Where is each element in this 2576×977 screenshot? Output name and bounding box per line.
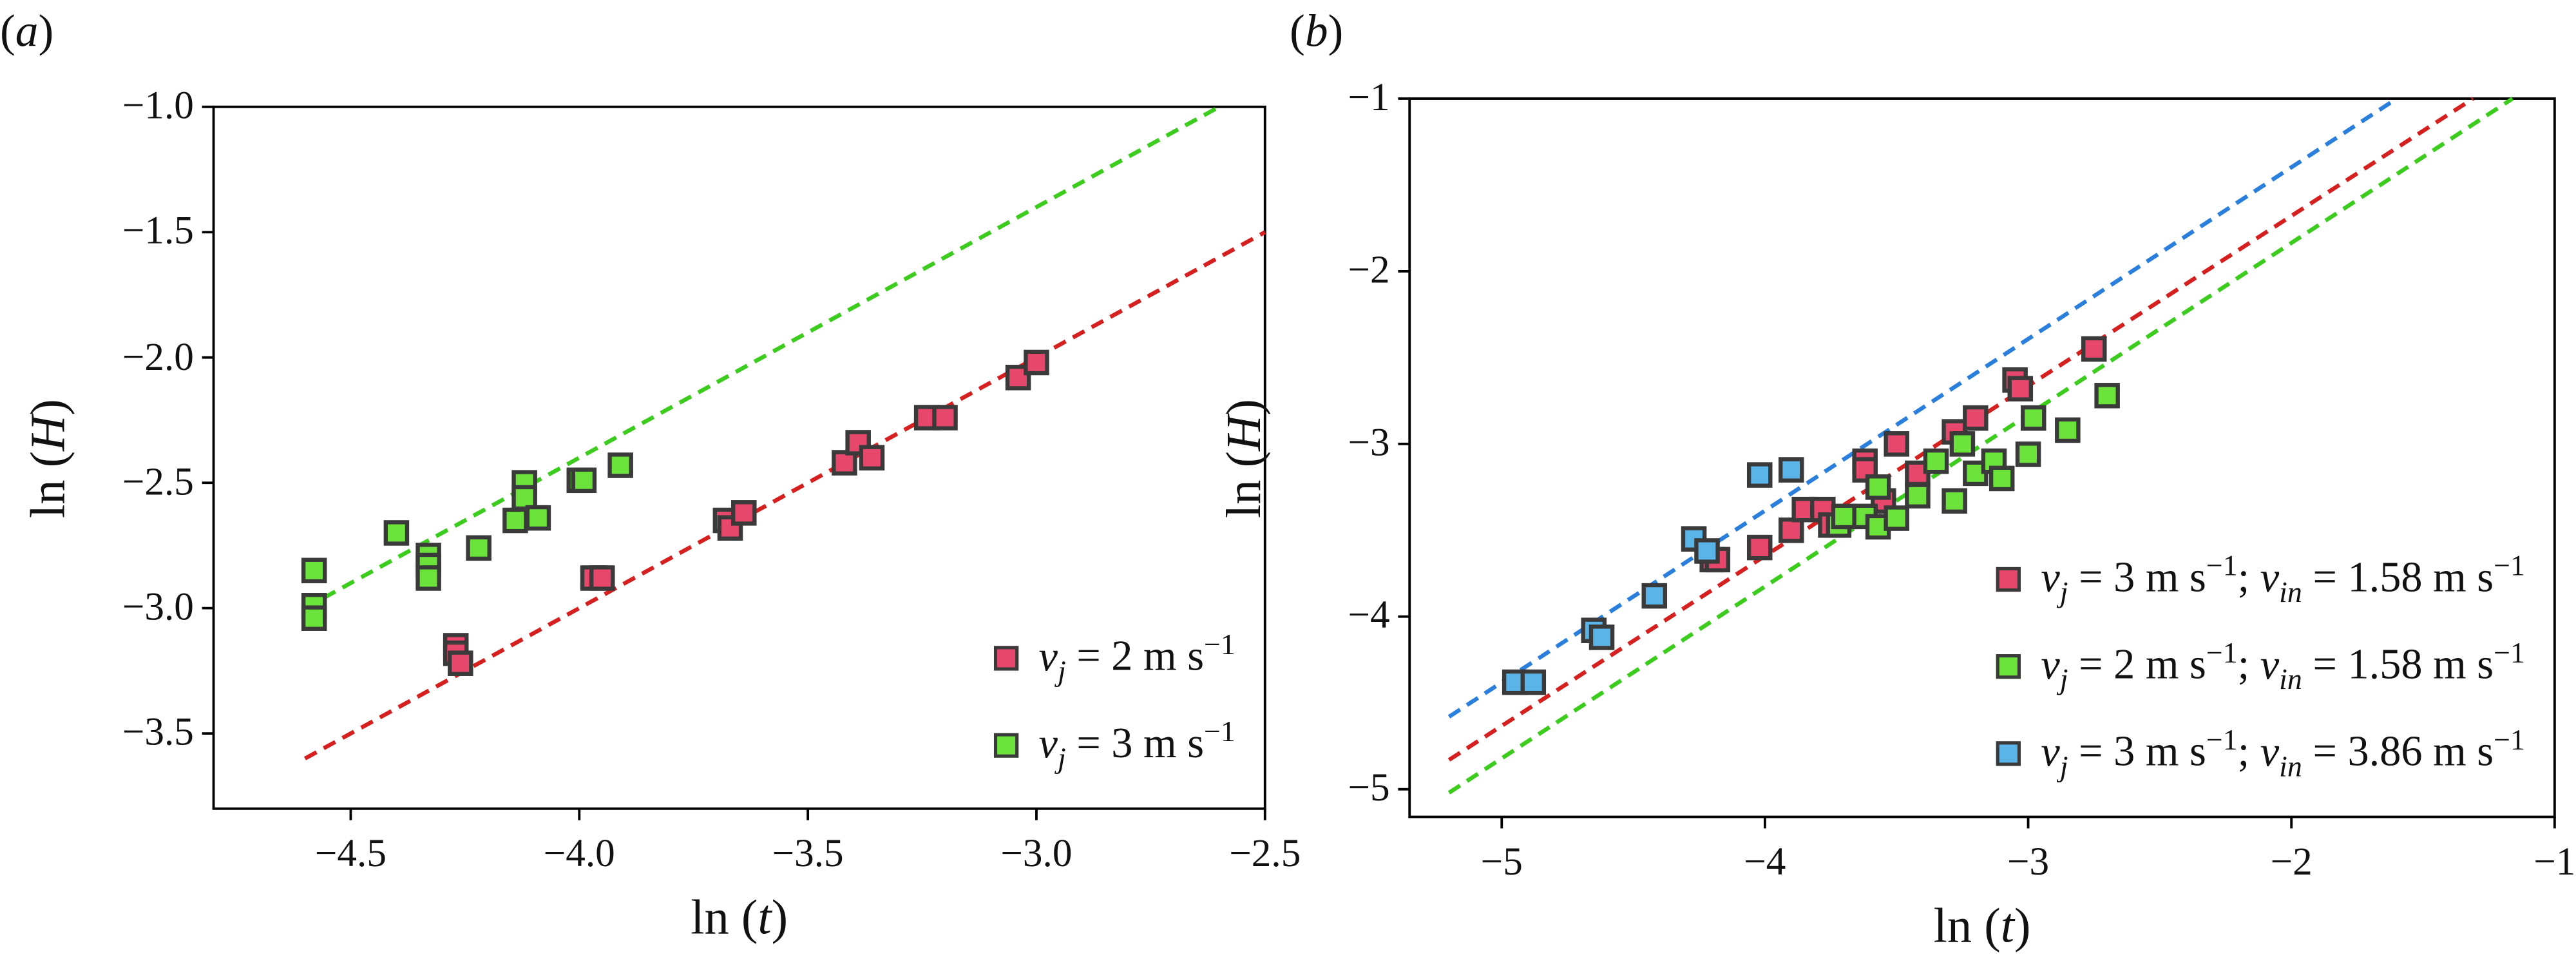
plot-frame [1408,97,2556,818]
x-tick-label: −3.0 [1000,833,1073,876]
data-point [845,430,871,456]
data-point [502,507,528,534]
data-point [1884,505,1909,531]
data-point [1641,583,1668,609]
data-point [1746,462,1773,488]
legend-item: vj = 3 m s−1; vin = 1.58 m s−1 [1996,550,2525,610]
data-point [1884,431,1909,457]
data-point [1024,349,1049,376]
legend-marker [994,733,1019,758]
legend-item: vj = 2 m s−1 [994,628,1236,689]
legend-marker [1996,741,2021,766]
data-point [571,467,597,494]
data-point [859,445,885,471]
y-axis-label: ln (H) [21,398,76,518]
data-point [832,450,857,476]
data-point [1831,503,1857,530]
x-axis-label: ln (t) [1933,899,2031,954]
data-point [1746,534,1773,561]
legend-item: vj = 3 m s−1 [994,715,1236,776]
y-tick-label: −3 [1348,422,1390,465]
legend: vj = 2 m s−1 vj = 3 m s−1 [994,628,1236,776]
data-point [1779,518,1804,543]
data-point [1949,431,1976,457]
legend: vj = 3 m s−1; vin = 1.58 m s−1 vj = 2 m s… [1996,550,2525,784]
x-tick-label: −3 [2007,841,2050,885]
data-point [1942,488,1967,514]
data-point [2094,383,2120,409]
data-point [525,505,551,531]
x-tick-label: −4.0 [543,833,615,876]
x-tick-label: −1 [2533,841,2576,885]
legend-label: vj = 3 m s−1; vin = 3.86 m s−1 [2041,723,2525,782]
data-point [2007,376,2034,401]
data-point [2020,405,2046,431]
data-point [1779,457,1804,483]
data-point [301,557,327,584]
panel-label: (b) [1290,6,1344,58]
y-tick-label: −2.5 [122,461,194,505]
fit-line [1447,97,2514,795]
panel-label: (a) [0,6,54,58]
x-tick-label: −5 [1480,841,1523,885]
legend-marker [994,646,1019,672]
legend-item: vj = 3 m s−1; vin = 3.86 m s−1 [1996,723,2525,784]
data-point [2015,441,2041,467]
data-point [448,650,473,676]
data-point [1989,465,2015,492]
data-point [1589,624,1615,650]
legend-marker [1996,654,2021,679]
data-point [1963,405,1989,431]
y-tick-label: −1 [1348,77,1390,121]
data-point [466,535,491,561]
y-tick-label: −3.0 [122,586,194,630]
data-point [1865,474,1891,500]
legend-label: vj = 2 m s−1; vin = 1.58 m s−1 [2041,636,2525,696]
legend-label: vj = 3 m s−1 [1038,715,1236,775]
y-tick-label: −3.5 [122,711,194,755]
x-tick-label: −4.5 [314,833,386,876]
data-point [1520,669,1547,695]
x-tick-label: −2.5 [1229,833,1301,876]
y-tick-label: −5 [1348,768,1390,811]
y-tick-label: −1.5 [122,211,194,254]
data-point [301,605,327,631]
y-tick-label: −4 [1348,595,1390,638]
y-tick-label: −2 [1348,249,1390,293]
legend-label: vj = 2 m s−1 [1038,628,1236,688]
data-point [607,452,633,478]
legend-label: vj = 3 m s−1; vin = 1.58 m s−1 [2041,550,2525,609]
legend-item: vj = 2 m s−1; vin = 1.58 m s−1 [1996,636,2525,697]
data-point [383,520,410,546]
data-point [589,565,615,591]
data-point [731,500,757,526]
data-point [511,485,537,511]
fit-line [303,104,1221,610]
data-point [1923,448,1949,474]
data-point [1681,526,1707,552]
data-point [1905,483,1931,508]
y-tick-label: −1.0 [122,85,194,128]
fit-line [1447,97,2398,719]
data-point [2081,336,2107,362]
data-point [415,565,441,591]
data-point [932,405,958,430]
x-tick-label: −2 [2270,841,2313,885]
y-axis-label: ln (H) [1217,398,1272,518]
data-point [1694,538,1720,564]
x-tick-label: −3.5 [772,833,844,876]
x-axis-label: ln (t) [691,891,788,945]
data-point [2055,417,2081,443]
plot-frame [212,105,1266,810]
legend-marker [1996,567,2021,593]
y-tick-label: −2.0 [122,336,194,379]
x-tick-label: −4 [1744,841,1786,885]
